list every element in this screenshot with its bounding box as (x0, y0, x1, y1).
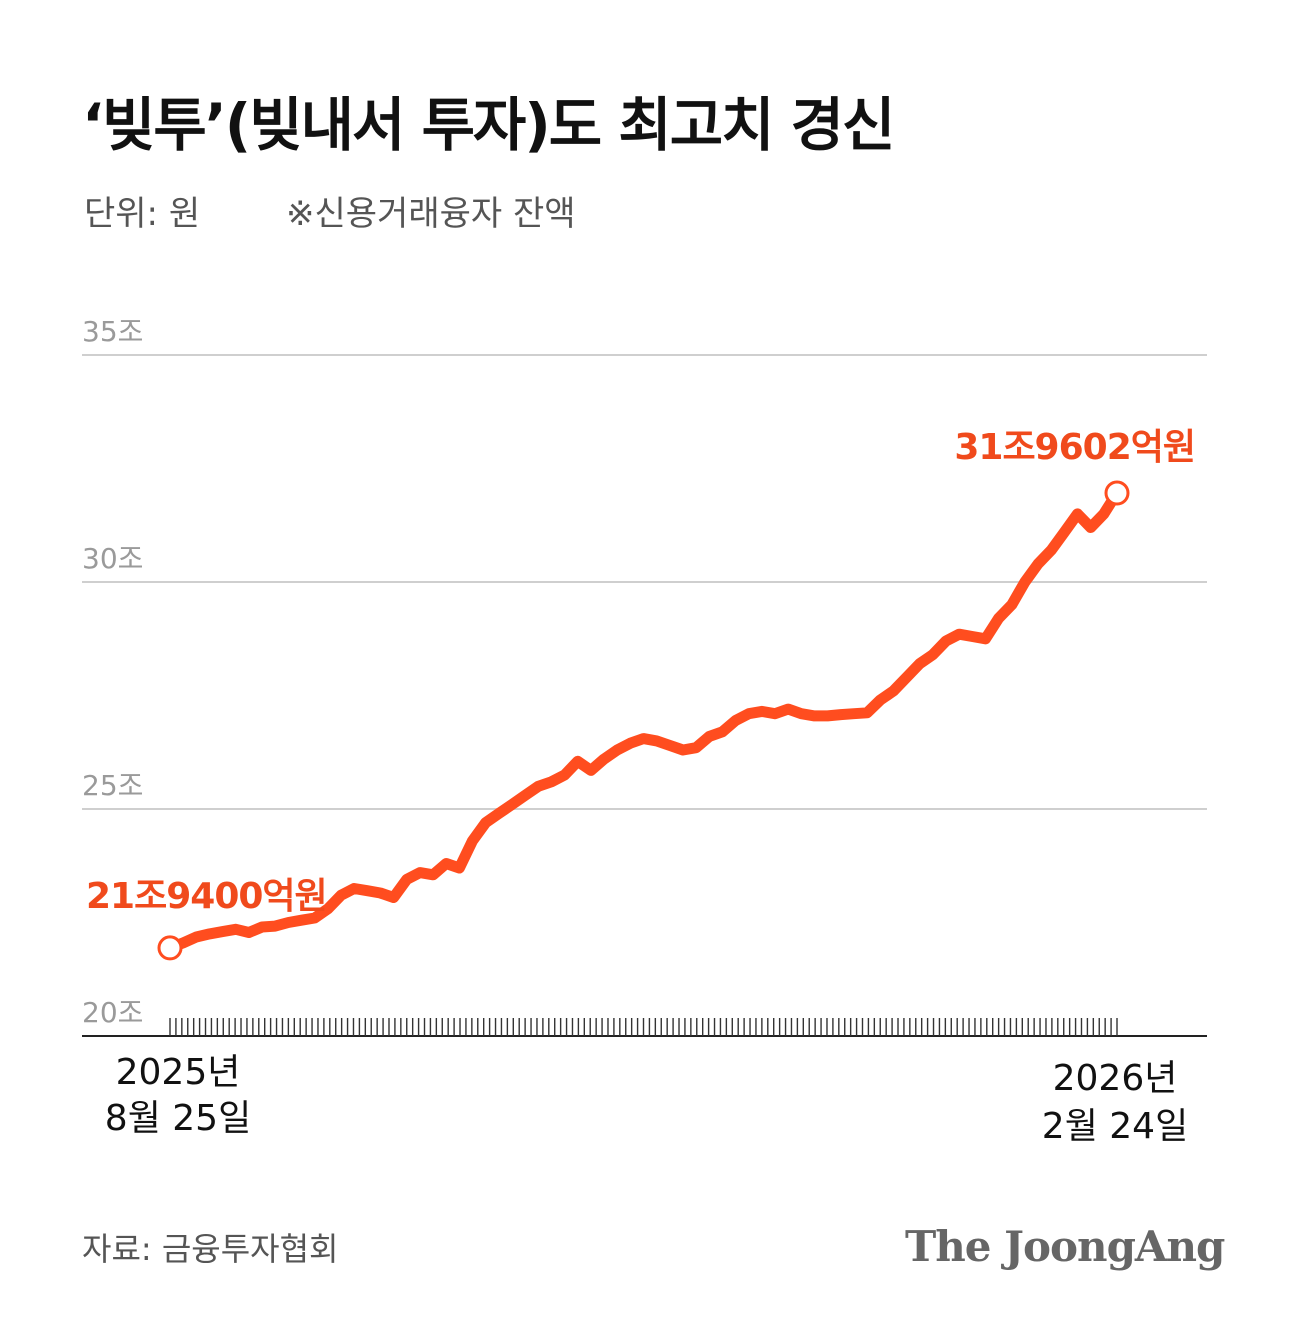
data-point (930, 652, 935, 657)
data-point (720, 729, 725, 734)
data-point (378, 890, 383, 895)
data-point (759, 709, 764, 714)
data-point (733, 718, 738, 723)
data-point (667, 743, 672, 748)
brand-logo: The JoongAng (905, 1222, 1225, 1271)
data-point (970, 634, 975, 639)
y-tick-label: 25조 (82, 769, 143, 802)
data-point (588, 768, 593, 773)
data-point (773, 711, 778, 716)
data-point (1049, 548, 1054, 553)
chart-note: ※신용거래융자 잔액 (286, 194, 576, 234)
data-point (891, 688, 896, 693)
x-label-year: 2026년 (1053, 1058, 1178, 1099)
start-point-marker (157, 935, 183, 961)
data-point (1062, 530, 1067, 535)
data-point (825, 713, 830, 718)
data-point (615, 747, 620, 752)
data-point (325, 906, 330, 911)
data-point (746, 711, 751, 716)
data-point (312, 915, 317, 920)
data-point (233, 927, 238, 932)
x-label-date: 2월 24일 (1042, 1106, 1188, 1147)
annotation-layer: 21조9400억원 31조9602억원 (86, 427, 1196, 961)
data-point (404, 877, 409, 882)
line-chart: 20조 25조 30조 35조 2025년 8월 25일 2026년 2월 24일 21조9… (82, 315, 1207, 1147)
data-point (417, 870, 422, 875)
data-point (536, 784, 541, 789)
data-point (391, 895, 396, 900)
data-point (496, 811, 501, 816)
grid-layer: 20조 25조 30조 35조 (82, 315, 1207, 1029)
data-point (260, 925, 265, 930)
data-point (457, 866, 462, 871)
end-point-marker (1104, 480, 1130, 506)
data-point (838, 712, 843, 717)
data-point (680, 747, 685, 752)
data-point (707, 734, 712, 739)
data-point (786, 707, 791, 712)
end-value-label: 31조9602억원 (954, 427, 1195, 468)
data-point (299, 918, 304, 923)
data-point (194, 935, 199, 940)
x-label-date: 8월 25일 (105, 1098, 251, 1139)
data-point (470, 838, 475, 843)
data-point (865, 710, 870, 715)
y-tick-label: 30조 (82, 542, 143, 575)
data-point (246, 930, 251, 935)
data-point (207, 931, 212, 936)
data-point (444, 861, 449, 866)
data-point (338, 893, 343, 898)
data-point (286, 920, 291, 925)
data-point (812, 713, 817, 718)
data-point (1075, 511, 1080, 516)
data-point (694, 745, 699, 750)
data-point (523, 793, 528, 798)
data-point (654, 738, 659, 743)
data-point (575, 759, 580, 764)
data-point (917, 661, 922, 666)
data-point (181, 940, 186, 945)
data-point (944, 639, 949, 644)
data-point (878, 698, 883, 703)
data-point (1009, 602, 1014, 607)
data-point (1088, 525, 1093, 530)
data-point (1022, 580, 1027, 584)
data-point (273, 924, 278, 929)
y-tick-label: 35조 (82, 315, 143, 348)
data-point (220, 929, 225, 934)
start-value-label: 21조9400억원 (86, 876, 327, 917)
data-point (509, 802, 514, 807)
y-tick-label: 20조 (82, 996, 143, 1029)
data-point (352, 886, 357, 891)
data-point (996, 616, 1001, 621)
data-point (562, 772, 567, 777)
data-point (365, 888, 370, 893)
unit-label: 단위: 원 (84, 194, 201, 234)
data-point (904, 675, 909, 680)
data-point (483, 820, 488, 825)
chart-title: ‘빚투’(빚내서 투자)도 최고치 경신 (82, 91, 895, 159)
data-point (431, 872, 436, 877)
data-point (1036, 561, 1041, 566)
data-point (641, 736, 646, 741)
data-point (851, 711, 856, 716)
x-axis: 2025년 8월 25일 2026년 2월 24일 (82, 1018, 1207, 1147)
data-point (957, 632, 962, 637)
source-label: 자료: 금융투자협회 (82, 1230, 339, 1268)
data-point (628, 741, 633, 746)
series-line-layer (164, 487, 1123, 954)
data-point (799, 711, 804, 716)
data-point (983, 636, 988, 641)
data-point (602, 757, 607, 762)
data-point (1101, 511, 1106, 516)
x-label-year: 2025년 (116, 1052, 241, 1093)
data-point (549, 779, 554, 784)
